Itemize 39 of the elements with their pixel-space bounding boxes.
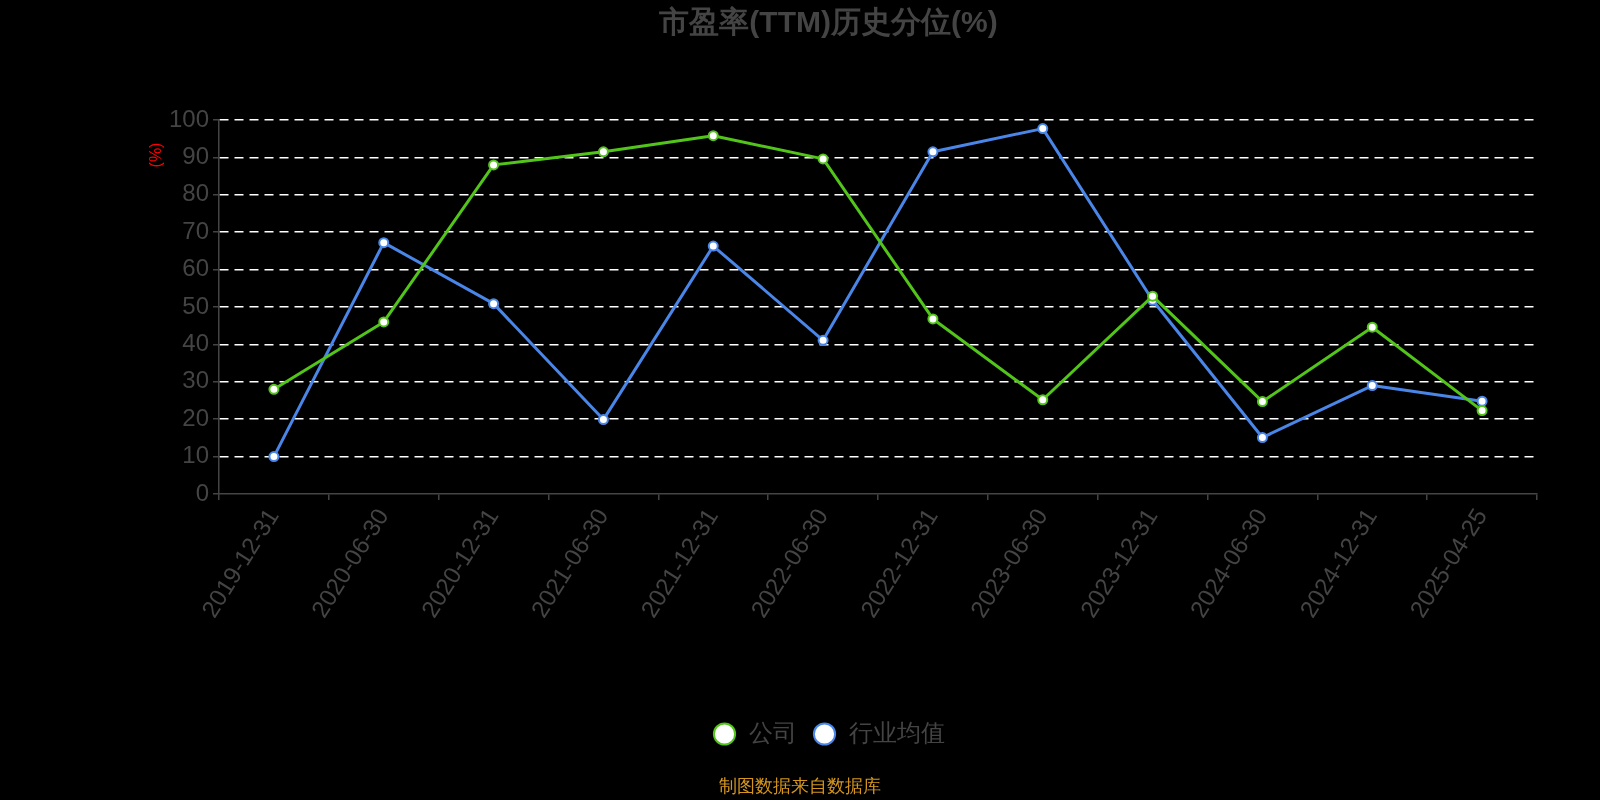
- y-tick-label: 50: [182, 291, 209, 319]
- point: [488, 159, 500, 171]
- point: [817, 334, 829, 346]
- y-tick-label: 100: [168, 104, 209, 132]
- point: [378, 237, 390, 249]
- point: [1476, 405, 1488, 417]
- y-tick-label: 90: [182, 142, 209, 170]
- y-tick-label: 40: [182, 329, 209, 357]
- y-tick-label: 10: [182, 441, 209, 469]
- chart-title: 市盈率(TTM)历史分位(%): [658, 5, 998, 39]
- point: [268, 451, 280, 463]
- point: [1037, 394, 1049, 406]
- point: [1366, 321, 1378, 333]
- point: [1366, 380, 1378, 392]
- legend-label: 公司: [748, 718, 797, 746]
- y-tick-label: 80: [182, 179, 209, 207]
- point: [707, 240, 719, 252]
- point: [1476, 395, 1488, 407]
- legend-label: 行业均值: [848, 718, 945, 746]
- point: [1256, 396, 1268, 408]
- y-tick-label: 60: [182, 254, 209, 282]
- y-tick-label: 30: [182, 366, 209, 394]
- point: [927, 313, 939, 325]
- text: 制图数据来自数据库: [719, 775, 881, 796]
- y-tick-label: 0: [195, 478, 209, 506]
- point: [378, 316, 390, 328]
- point: [597, 414, 609, 426]
- point: [1256, 432, 1268, 444]
- point: [927, 146, 939, 158]
- point: [1147, 290, 1159, 302]
- y-tick-label: 70: [182, 216, 209, 244]
- y-axis-title: (%): [147, 142, 165, 168]
- point: [707, 130, 719, 142]
- point: [597, 146, 609, 158]
- point: [268, 383, 280, 395]
- y-tick-label: 20: [182, 403, 209, 431]
- point: [1037, 123, 1049, 135]
- point: [817, 153, 829, 165]
- point: [488, 298, 500, 310]
